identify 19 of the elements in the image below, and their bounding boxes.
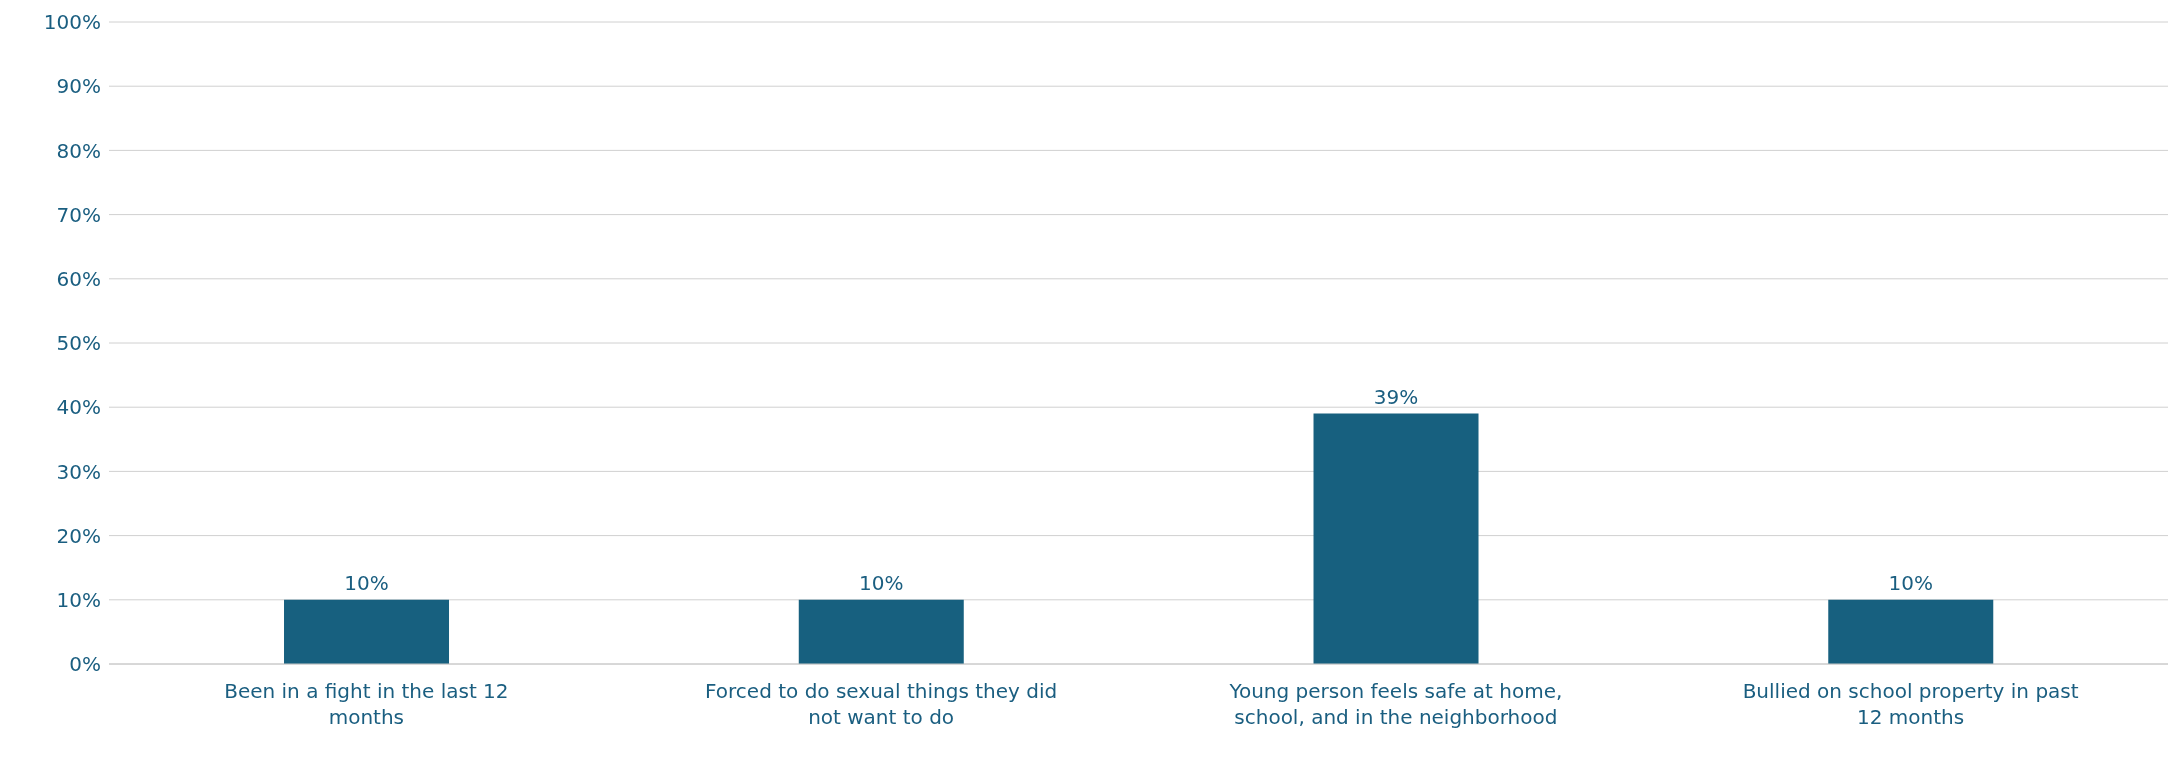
y-tick-label: 100% [43, 10, 101, 35]
y-tick-label: 40% [56, 395, 101, 420]
y-tick-label: 30% [56, 459, 101, 484]
x-tick-label: Forced to do sexual things they did not want to do [705, 679, 1058, 729]
y-tick-label: 10% [56, 587, 101, 612]
data-label: 10% [1888, 570, 1933, 595]
data-label: 39% [1373, 384, 1419, 409]
x-tick-label: Young person feels safe at home, school, and in the neighborhood [1228, 679, 1563, 729]
y-tick-label: 80% [56, 138, 101, 163]
y-tick-label: 70% [56, 202, 101, 227]
y-tick-label: 60% [56, 266, 101, 291]
y-tick-label: 90% [56, 74, 101, 99]
x-tick-label: Been in a fight in the last 12 months [224, 679, 509, 729]
y-tick-label: 20% [56, 523, 101, 548]
data-label: 10% [859, 570, 904, 595]
x-tick-label: Bullied on school property in past 12 months [1742, 679, 2079, 729]
y-tick-label: 50% [56, 331, 101, 356]
y-tick-label: 0% [69, 652, 101, 677]
data-label: 10% [344, 570, 389, 595]
